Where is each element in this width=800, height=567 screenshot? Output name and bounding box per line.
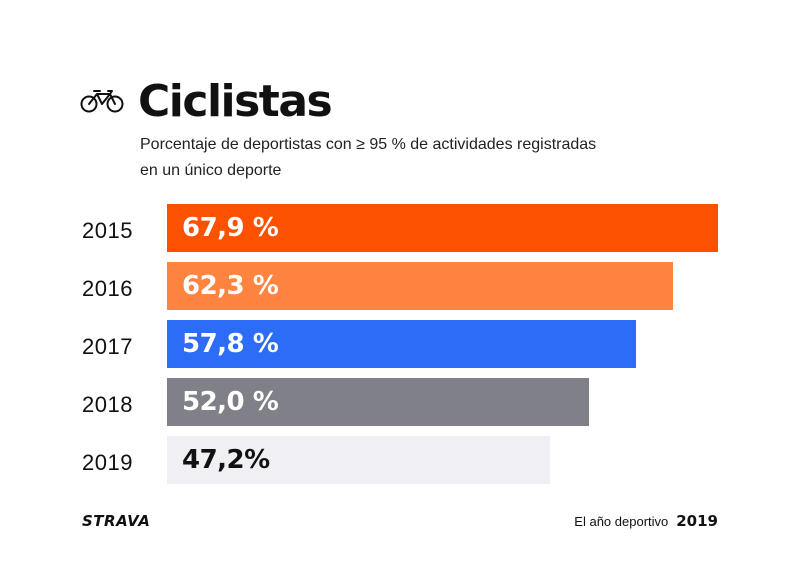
bar-2016: 62,3 % [167,262,673,310]
footer-caption: El año deportivo 2019 [574,512,718,530]
year-label-2019: 2019 [82,450,133,475]
bar-value-label-2018: 52,0 % [182,387,279,417]
footer-year: 2019 [676,512,718,530]
bar-2018: 52,0 % [167,378,589,426]
bar-2019: 47,2% [167,436,550,484]
year-label-2018: 2018 [82,392,133,417]
page-title: Ciclistas [138,75,333,127]
bar-value-label-2016: 62,3 % [182,271,279,301]
bar-value-label-2019: 47,2% [182,445,270,475]
year-label-2015: 2015 [82,218,133,243]
bar-value-label-2017: 57,8 % [182,329,279,359]
title-row: Ciclistas [80,75,333,127]
bicycle-icon [80,90,124,113]
strava-logo: STRAVA [82,512,151,530]
footer-caption-text: El año deportivo [574,514,669,529]
bar-2015: 67,9 % [167,204,718,252]
year-label-2016: 2016 [82,276,133,301]
year-label-2017: 2017 [82,334,133,359]
bar-2017: 57,8 % [167,320,636,368]
bar-value-label-2015: 67,9 % [182,213,279,243]
chart-subtitle: Porcentaje de deportistas con ≥ 95 % de … [140,136,597,179]
